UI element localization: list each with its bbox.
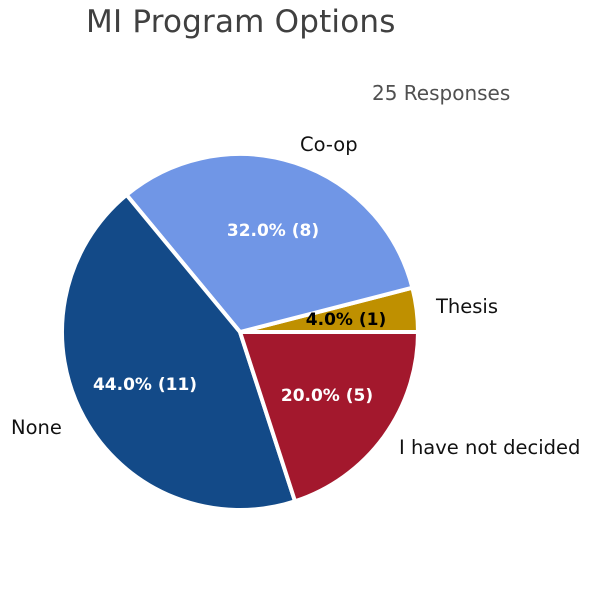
chart-title: MI Program Options xyxy=(86,4,396,40)
category-label: Co-op xyxy=(300,133,358,156)
response-count: 25 Responses xyxy=(372,81,511,105)
category-label: Thesis xyxy=(435,295,498,318)
percent-label: 20.0% (5) xyxy=(281,386,373,406)
pie-slices xyxy=(60,152,420,512)
slice-i-have-not-decided xyxy=(238,330,420,504)
percent-label: 44.0% (11) xyxy=(93,375,197,395)
percent-label: 4.0% (1) xyxy=(306,310,386,330)
percent-label: 32.0% (8) xyxy=(227,221,319,241)
category-labels: Thesis Co-op None I have not decided xyxy=(11,133,580,459)
category-label: None xyxy=(11,416,62,439)
slice-co-op xyxy=(124,152,415,334)
category-label: I have not decided xyxy=(399,436,580,459)
slice-none xyxy=(60,192,298,512)
percent-labels: 4.0% (1) 32.0% (8) 44.0% (11) 20.0% (5) xyxy=(93,221,386,406)
